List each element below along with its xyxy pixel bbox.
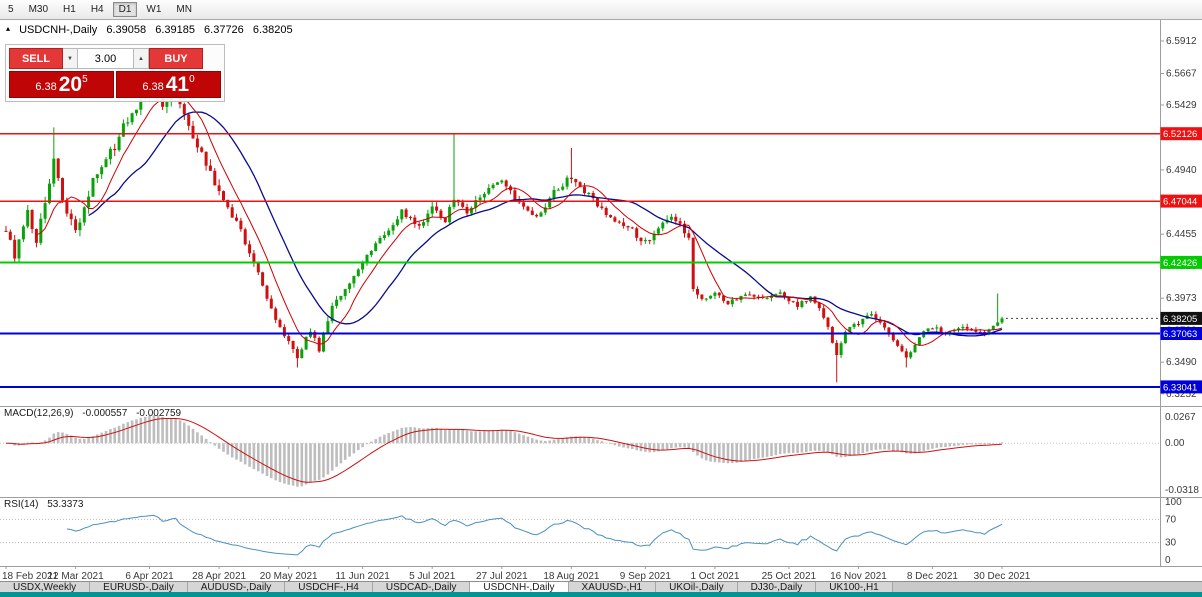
macd-name: MACD(12,26,9) — [4, 408, 74, 419]
timeframe-toolbar: 5 M30 H1 H4 D1 W1 MN — [0, 0, 1202, 20]
buy-price-base: 6.38 — [142, 81, 164, 93]
one-click-trading-panel: SELL ▼ ▲ BUY 6.38 20 5 6.38 41 0 — [5, 44, 225, 102]
sell-button[interactable]: SELL — [9, 48, 63, 69]
svg-text:6.4940: 6.4940 — [1166, 165, 1197, 176]
sell-price-point: 5 — [82, 74, 88, 85]
chart-collapse-icon[interactable]: ▴ — [6, 24, 11, 33]
svg-text:6 Apr 2021: 6 Apr 2021 — [125, 571, 174, 581]
svg-text:-0.0318: -0.0318 — [1165, 485, 1199, 496]
rsi-value: 53.3373 — [47, 499, 84, 510]
svg-text:100: 100 — [1165, 497, 1182, 508]
chart-tab-eurusd-daily[interactable]: EURUSD-,Daily — [90, 582, 188, 593]
svg-text:6.3252: 6.3252 — [1166, 389, 1197, 400]
ohlc-close: 6.38205 — [252, 24, 293, 36]
timeframe-button-mn[interactable]: MN — [176, 4, 192, 15]
timeframe-button-w1[interactable]: W1 — [146, 4, 162, 15]
svg-text:18 Aug 2021: 18 Aug 2021 — [543, 571, 600, 581]
ohlc-low: 6.37726 — [204, 24, 244, 36]
sell-price-pips: 20 — [58, 73, 83, 96]
svg-text:6.3490: 6.3490 — [1166, 357, 1197, 368]
svg-text:6.3973: 6.3973 — [1166, 293, 1197, 304]
svg-text:70: 70 — [1165, 514, 1177, 525]
chart-header: ▴ USDCNH-,Daily 6.39058 6.39185 6.37726 … — [6, 24, 293, 36]
svg-text:18 Feb 2021: 18 Feb 2021 — [2, 571, 59, 581]
svg-text:6.5429: 6.5429 — [1166, 100, 1197, 111]
svg-text:0.0267: 0.0267 — [1165, 412, 1196, 423]
svg-text:6.33041: 6.33041 — [1163, 382, 1197, 393]
ohlc-high: 6.39185 — [155, 24, 195, 36]
svg-text:6.52126: 6.52126 — [1163, 129, 1197, 140]
svg-text:0: 0 — [1165, 555, 1171, 566]
svg-text:6.37063: 6.37063 — [1163, 329, 1197, 340]
volume-increase-button[interactable]: ▲ — [134, 48, 149, 69]
timeframe-button-d1[interactable]: D1 — [112, 2, 138, 17]
svg-text:9 Sep 2021: 9 Sep 2021 — [620, 571, 672, 581]
svg-text:6.38205: 6.38205 — [1163, 314, 1197, 325]
volume-decrease-button[interactable]: ▼ — [63, 48, 78, 69]
chart-tab-usdx-weekly[interactable]: USDX,Weekly — [0, 582, 91, 593]
chart-tab-audusd-daily[interactable]: AUDUSD-,Daily — [187, 582, 286, 593]
buy-price-display[interactable]: 6.38 41 0 — [116, 71, 221, 98]
svg-text:25 Oct 2021: 25 Oct 2021 — [762, 571, 817, 581]
price-axis-badges: 6.52126 6.47044 6.42426 6.37063 6.33041 6.382… — [1160, 127, 1202, 394]
svg-text:5 Jul 2021: 5 Jul 2021 — [409, 571, 456, 581]
chart-tab-usdchf-h4[interactable]: USDCHF-,H4 — [285, 582, 373, 593]
svg-text:0.00: 0.00 — [1165, 438, 1185, 449]
timeframe-button-m30[interactable]: M30 — [28, 4, 49, 15]
ohlc-open: 6.39058 — [106, 24, 147, 36]
macd-value: -0.000557 — [82, 408, 128, 419]
buy-price-point: 0 — [189, 74, 195, 85]
macd-panel-label: MACD(12,26,9) -0.000557 -0.002759 — [4, 408, 181, 419]
svg-text:6.5912: 6.5912 — [1166, 36, 1197, 47]
svg-text:27 Jul 2021: 27 Jul 2021 — [476, 571, 528, 581]
rsi-panel-label: RSI(14) 53.3373 — [4, 499, 83, 510]
svg-text:6.5667: 6.5667 — [1166, 68, 1197, 79]
svg-text:12 Mar 2021: 12 Mar 2021 — [48, 571, 105, 581]
svg-text:6.4455: 6.4455 — [1166, 229, 1197, 240]
rsi-name: RSI(14) — [4, 499, 39, 510]
chart-tab-ukoil-daily[interactable]: UKOil-,Daily — [656, 582, 738, 593]
status-bar — [0, 592, 1202, 597]
chart-tab-usdcnh-daily[interactable]: USDCNH-,Daily — [470, 582, 569, 593]
timeframe-button-h1[interactable]: H1 — [63, 4, 76, 15]
macd-signal-value: -0.002759 — [136, 408, 182, 419]
svg-text:6.42426: 6.42426 — [1163, 258, 1197, 269]
chart-tab-dj30-daily[interactable]: DJ30-,Daily — [737, 582, 817, 593]
rsi-axis-labels: 100 70 30 0 — [1165, 497, 1182, 566]
rsi-line — [66, 514, 1003, 556]
timeframe-button-5[interactable]: 5 — [8, 4, 14, 15]
chart-tab-xauusd-h1[interactable]: XAUUSD-,H1 — [568, 582, 657, 593]
ma-slow-line — [88, 111, 1003, 337]
ma-fast-line — [36, 94, 1003, 346]
volume-input[interactable] — [78, 48, 134, 69]
sell-price-display[interactable]: 6.38 20 5 — [9, 71, 114, 98]
svg-text:30: 30 — [1165, 538, 1177, 549]
svg-text:30 Dec 2021: 30 Dec 2021 — [974, 571, 1031, 581]
chart-tab-bar: USDX,Weekly EURUSD-,Daily AUDUSD-,Daily USD… — [0, 581, 1202, 593]
svg-text:8 Dec 2021: 8 Dec 2021 — [907, 571, 959, 581]
sell-price-base: 6.38 — [35, 81, 57, 93]
svg-text:20 May 2021: 20 May 2021 — [260, 571, 318, 581]
svg-text:11 Jun 2021: 11 Jun 2021 — [335, 571, 390, 581]
svg-text:28 Apr 2021: 28 Apr 2021 — [192, 571, 246, 581]
chart-symbol-title: USDCNH-,Daily — [19, 24, 98, 36]
chart-tab-uk100-h1[interactable]: UK100-,H1 — [816, 582, 893, 593]
macd-axis-labels: 0.0267 0.00 -0.0318 — [1165, 412, 1199, 496]
macd-signal-line — [5, 418, 1003, 483]
buy-price-pips: 41 — [165, 73, 190, 96]
buy-button[interactable]: BUY — [149, 48, 203, 69]
svg-text:6.47044: 6.47044 — [1163, 197, 1197, 208]
svg-text:16 Nov 2021: 16 Nov 2021 — [830, 571, 887, 581]
timeframe-button-h4[interactable]: H4 — [90, 4, 104, 15]
chart-tab-usdcad-daily[interactable]: USDCAD-,Daily — [372, 582, 471, 593]
svg-text:1 Oct 2021: 1 Oct 2021 — [690, 571, 739, 581]
